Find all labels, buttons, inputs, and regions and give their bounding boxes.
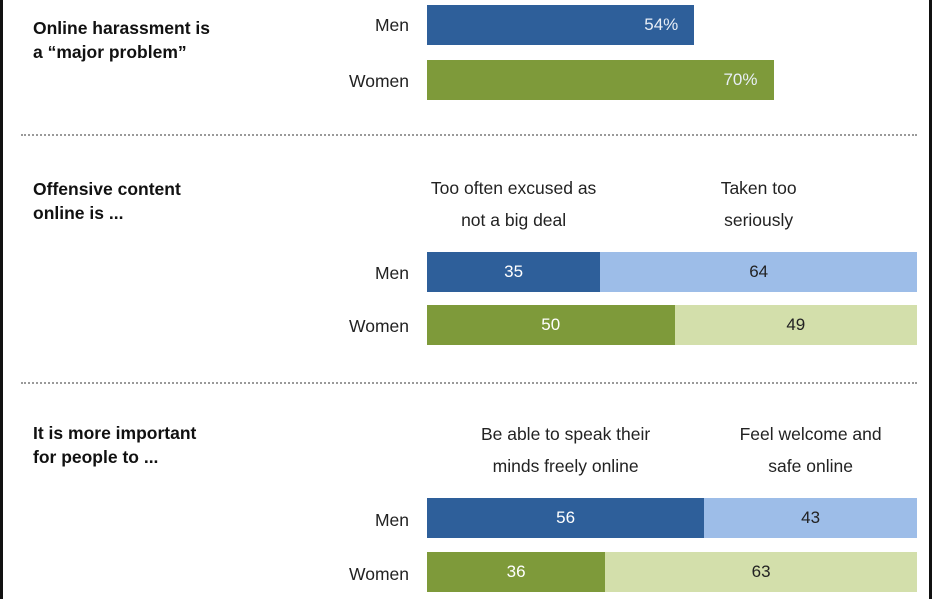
section-title-offensive-content: Offensive content online is ...: [33, 179, 181, 223]
row-label-women: Women: [349, 564, 409, 584]
bar-men-taken-seriously: 64: [600, 252, 918, 292]
column-header-feel-welcome: Feel welcome and safe online: [739, 424, 882, 476]
row-label-men: Men: [374, 15, 409, 35]
bar-women-excused: 50: [427, 305, 675, 345]
row-label-women: Women: [349, 316, 409, 336]
section-title-harassment: Online harassment is a “major problem”: [33, 18, 211, 62]
bar-men-excused: 35: [427, 252, 601, 292]
bar-men-major-problem: 54%: [427, 5, 695, 45]
bar-women-speak-freely: 36: [427, 552, 606, 592]
section-divider: [21, 134, 917, 136]
bar-women-major-problem: 70%: [427, 60, 774, 100]
bar-men-feel-welcome: 43: [704, 498, 918, 538]
bar-women-taken-seriously: 49: [674, 305, 918, 345]
bar-women-feel-welcome: 63: [605, 552, 918, 592]
section-divider: [21, 382, 917, 384]
column-header-speak-freely: Be able to speak their minds freely onli…: [480, 424, 651, 476]
row-label-women: Women: [349, 71, 409, 91]
bar-men-speak-freely: 56: [427, 498, 705, 538]
section-title-more-important: It is more important for people to ...: [33, 423, 197, 467]
row-label-men: Men: [374, 263, 409, 283]
column-header-excused: Too often excused as not a big deal: [430, 178, 597, 230]
column-header-taken-seriously: Taken too seriously: [720, 178, 797, 230]
row-label-men: Men: [374, 510, 409, 530]
